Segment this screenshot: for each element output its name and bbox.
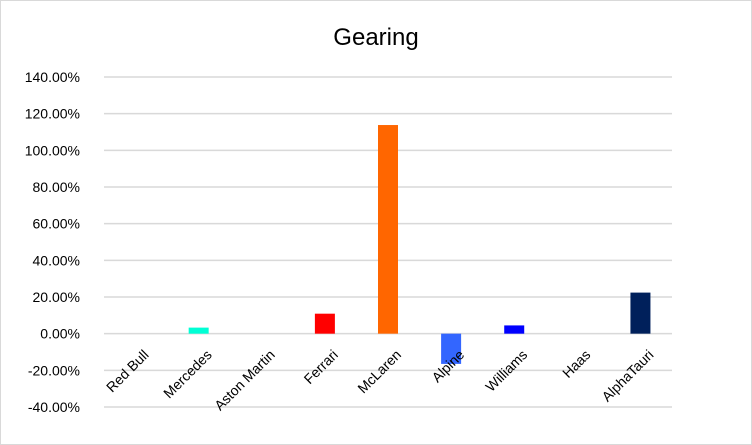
- bar-ferrari: [314, 313, 335, 334]
- y-tick-label: 40.00%: [33, 252, 80, 268]
- x-tick-label: Haas: [559, 346, 593, 380]
- y-tick-label: 80.00%: [33, 179, 80, 195]
- bar-alpine: [441, 333, 462, 364]
- x-tick-label: Ferrari: [301, 346, 341, 386]
- y-tick-label: 60.00%: [33, 216, 80, 232]
- x-tick-label: AlphaTauri: [598, 346, 656, 404]
- bar-alphatauri: [630, 292, 651, 334]
- y-tick-label: 0.00%: [40, 326, 80, 342]
- y-tick-label: -20.00%: [28, 362, 80, 378]
- x-tick-label: McLaren: [354, 346, 404, 396]
- y-tick-label: 20.00%: [33, 289, 80, 305]
- y-tick-label: 120.00%: [25, 106, 80, 122]
- y-tick-label: -40.00%: [28, 399, 80, 415]
- x-tick-label: Aston Martin: [211, 346, 278, 413]
- bar-williams: [504, 325, 525, 334]
- chart-title: Gearing: [333, 24, 418, 51]
- x-tick-label: Mercedes: [160, 346, 215, 401]
- y-tick-label: 140.00%: [25, 69, 80, 85]
- bar-mercedes: [188, 327, 209, 334]
- y-tick-label: 100.00%: [25, 142, 80, 158]
- bar-mclaren: [378, 125, 398, 334]
